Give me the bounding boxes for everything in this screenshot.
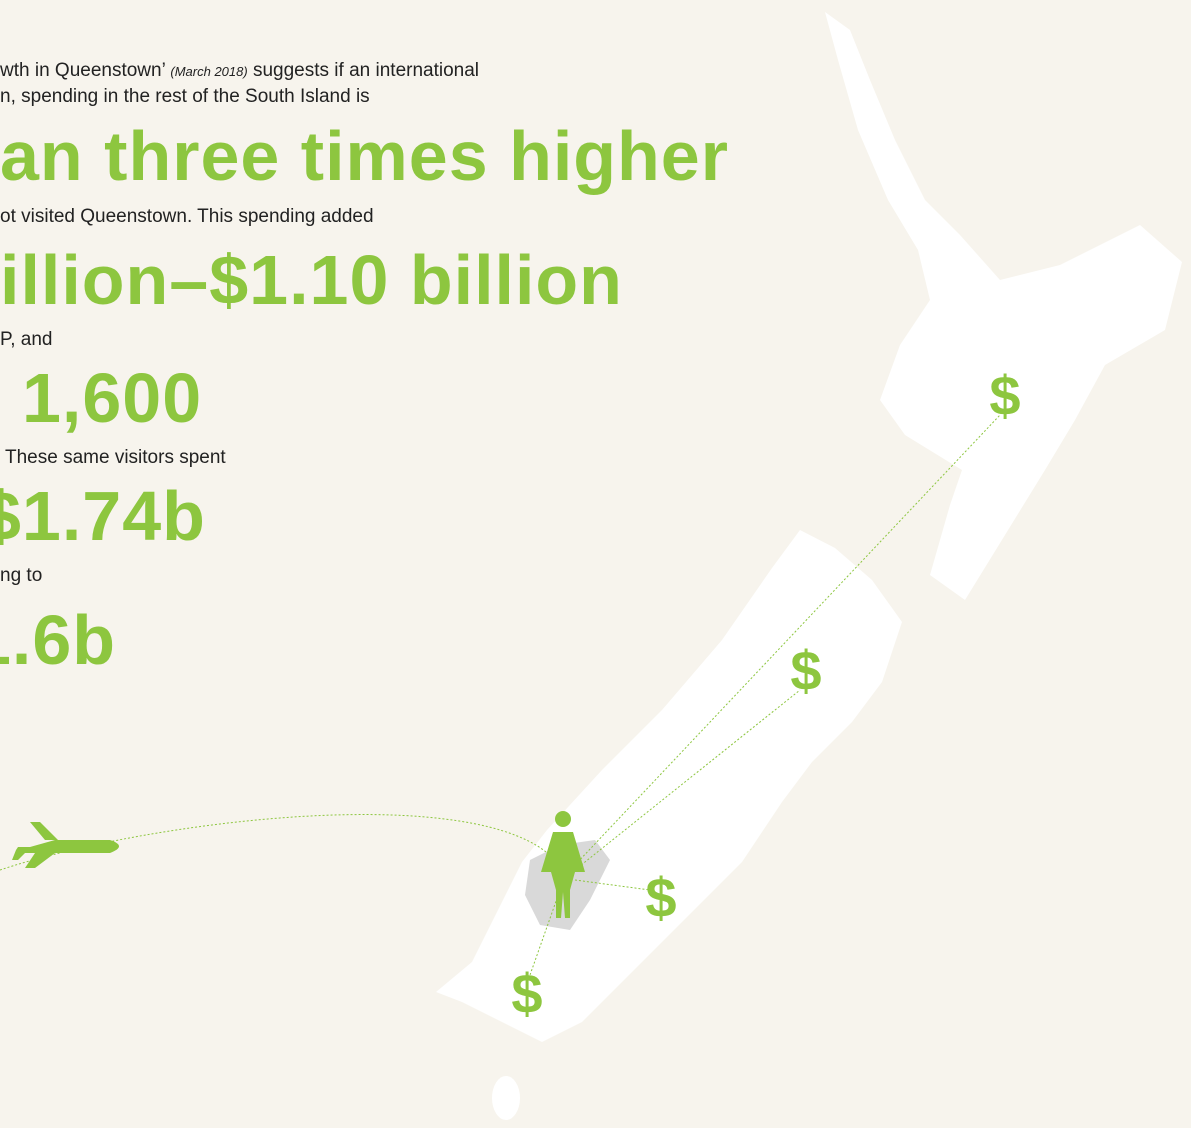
dollar-icon: $ bbox=[645, 866, 676, 929]
dollar-icon: $ bbox=[790, 639, 821, 702]
body-text: wth in Queenstown’ (March 2018) suggests… bbox=[0, 60, 479, 82]
stewart-island bbox=[492, 1076, 520, 1120]
body-text: ng to bbox=[0, 565, 43, 586]
text: suggests if an international bbox=[247, 60, 480, 81]
body-text: n, spending in the rest of the South Isl… bbox=[0, 86, 370, 107]
citation: (March 2018) bbox=[170, 64, 248, 79]
north-island bbox=[825, 12, 1182, 600]
highlight: $1.74b bbox=[0, 477, 206, 555]
body-text: ot visited Queenstown. This spending add… bbox=[0, 206, 374, 227]
text: wth in Queenstown’ bbox=[0, 60, 171, 81]
plane bbox=[12, 822, 119, 868]
highlight: illion–$1.10 billion bbox=[0, 241, 623, 319]
south-island bbox=[436, 530, 902, 1042]
highlight: 1,600 bbox=[22, 359, 203, 437]
body-text: These same visitors spent bbox=[5, 447, 226, 468]
dollar-icon: $ bbox=[989, 364, 1020, 427]
dollar-icon: $ bbox=[511, 962, 542, 1025]
highlight: 1.6b bbox=[0, 601, 117, 679]
routes bbox=[0, 414, 1001, 976]
person bbox=[541, 811, 585, 918]
highlight: an three times higher bbox=[0, 117, 729, 195]
body-text: P, and bbox=[0, 329, 53, 350]
